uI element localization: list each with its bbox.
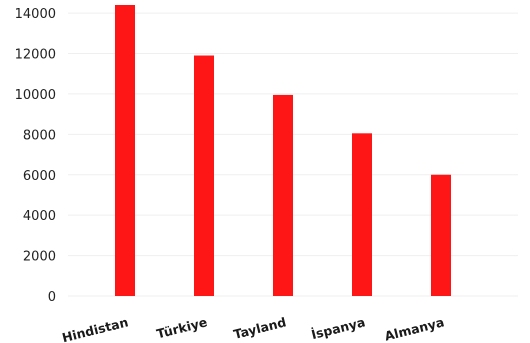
y-tick-label: 2000 xyxy=(23,250,56,265)
bar xyxy=(115,5,135,296)
bars xyxy=(115,5,451,297)
y-tick-label: 4000 xyxy=(23,209,56,224)
bar xyxy=(194,55,214,297)
x-axis: Hindistan Türkiye Tayland İspanya Almanya xyxy=(60,314,445,343)
bar xyxy=(273,94,293,296)
bar xyxy=(431,174,451,296)
x-tick-label: Almanya xyxy=(383,314,446,343)
x-tick-label: İspanya xyxy=(310,314,367,342)
y-tick-label: 14000 xyxy=(15,7,56,22)
y-tick-label: 8000 xyxy=(23,128,56,143)
y-tick-label: 6000 xyxy=(23,169,56,184)
y-tick-label: 10000 xyxy=(15,88,56,103)
bar xyxy=(352,133,372,296)
x-tick-label: Hindistan xyxy=(60,314,129,343)
x-tick-label: Türkiye xyxy=(155,314,209,341)
y-axis: 0 2000 4000 6000 8000 10000 12000 14000 xyxy=(15,7,56,305)
x-tick-label: Tayland xyxy=(232,314,288,342)
y-tick-label: 0 xyxy=(48,290,56,305)
y-tick-label: 12000 xyxy=(15,48,56,63)
